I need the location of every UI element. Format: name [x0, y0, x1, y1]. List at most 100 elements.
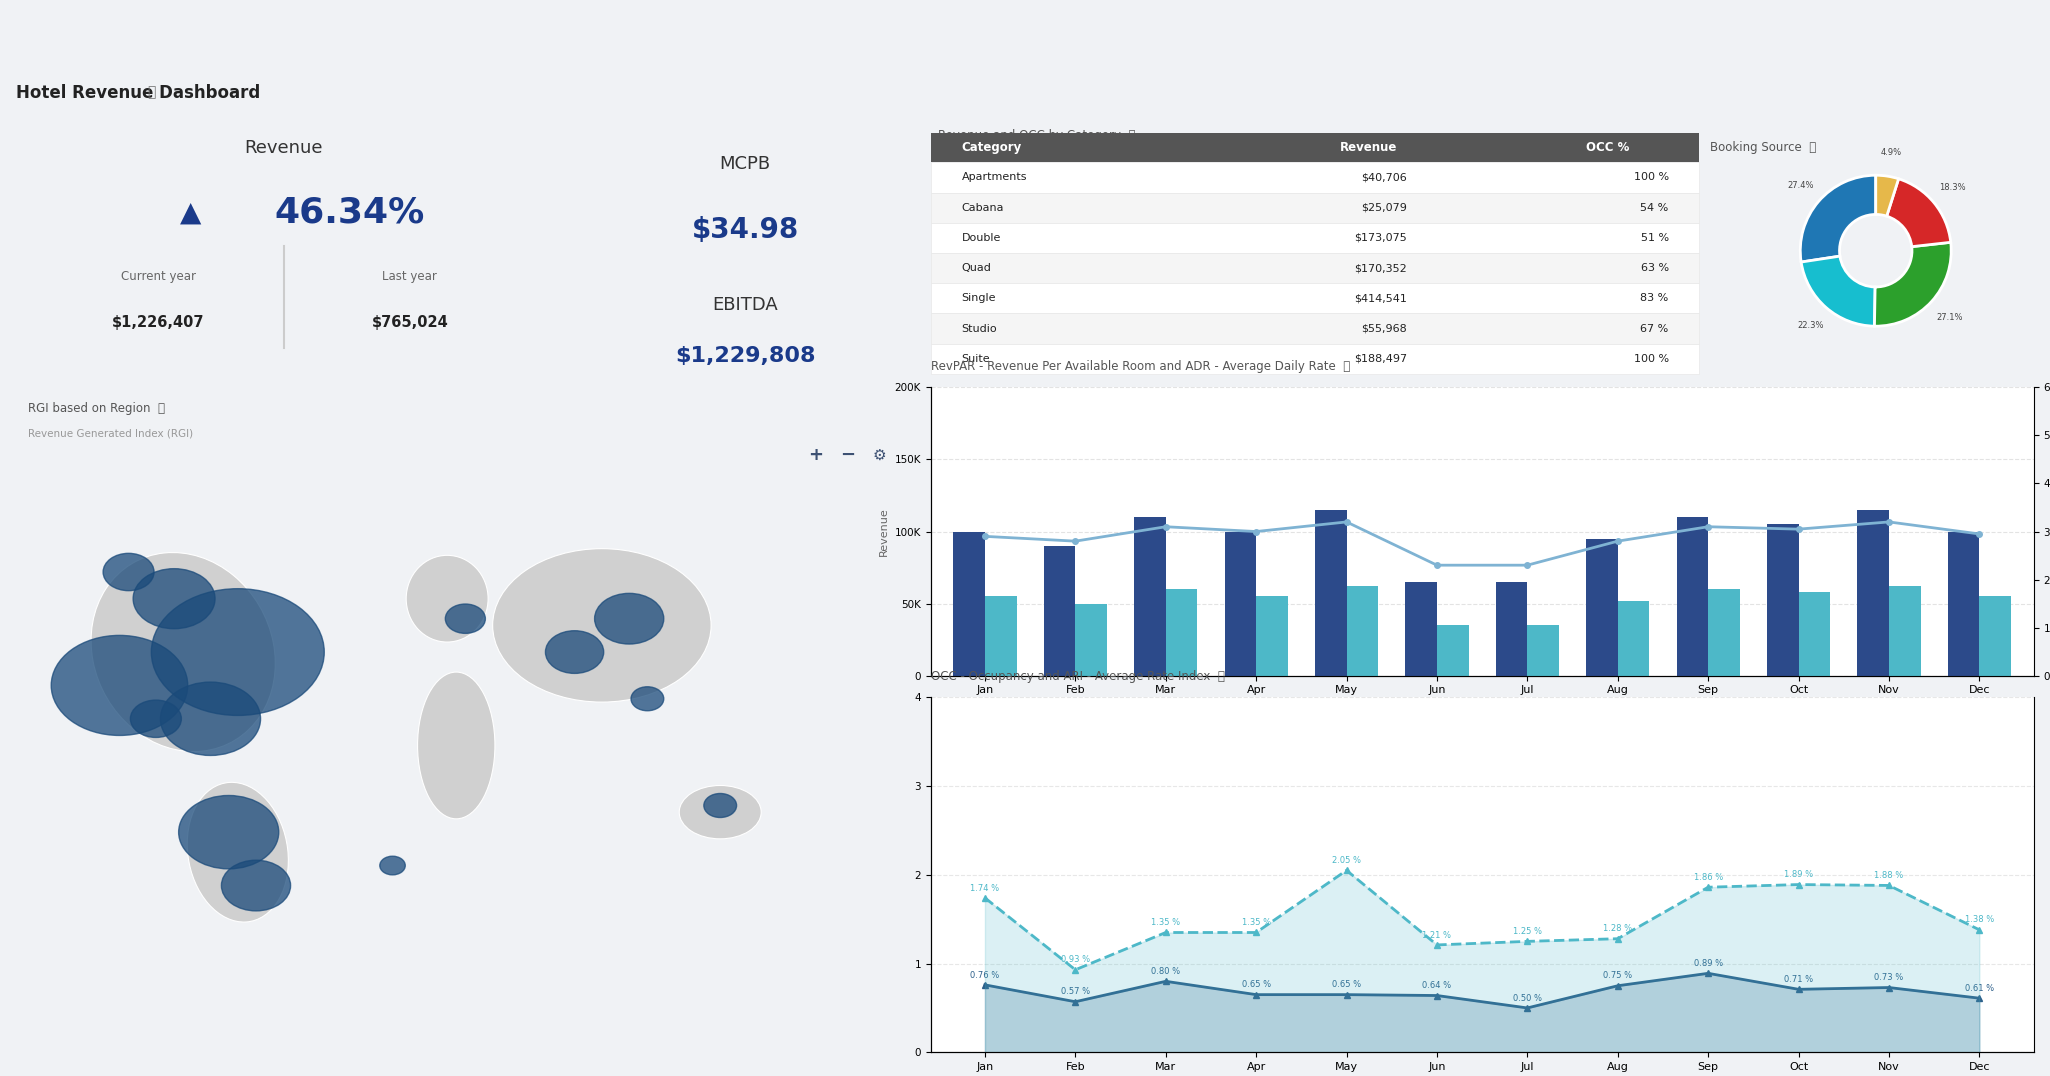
Circle shape — [631, 686, 664, 711]
FancyBboxPatch shape — [931, 253, 1699, 283]
Wedge shape — [1802, 256, 1876, 326]
Bar — [1406, 582, 1437, 676]
Circle shape — [102, 553, 154, 591]
Text: Suite: Suite — [961, 354, 990, 364]
Text: 0.50 %: 0.50 % — [1513, 993, 1542, 1003]
ADR — [1515, 558, 1540, 571]
Text: 27.1%: 27.1% — [1935, 313, 1962, 322]
Text: 0.61 %: 0.61 % — [1964, 983, 1995, 993]
ADR — [1244, 525, 1269, 538]
Text: $188,497: $188,497 — [1355, 354, 1406, 364]
ADR — [1154, 521, 1179, 534]
Text: 0.64 %: 0.64 % — [1423, 981, 1451, 990]
ADR — [1786, 523, 1810, 536]
Circle shape — [703, 793, 736, 818]
Text: Revenue and OCC by Category  ⓘ: Revenue and OCC by Category ⓘ — [939, 129, 1136, 142]
Circle shape — [152, 589, 324, 716]
Bar — [1166, 590, 1197, 676]
Text: $40,706: $40,706 — [1361, 172, 1406, 183]
Ellipse shape — [406, 555, 488, 642]
Bar — [1043, 546, 1076, 676]
Bar — [1767, 524, 1798, 676]
Text: Quad: Quad — [961, 264, 992, 273]
Circle shape — [178, 795, 279, 869]
Text: ▲: ▲ — [180, 198, 201, 226]
Text: 1.35 %: 1.35 % — [1242, 918, 1271, 928]
Text: $173,075: $173,075 — [1355, 232, 1406, 243]
Text: ⚙: ⚙ — [873, 448, 886, 463]
Bar — [1496, 582, 1527, 676]
Text: 1.21 %: 1.21 % — [1423, 931, 1451, 939]
Circle shape — [51, 635, 189, 736]
ADR — [1335, 515, 1359, 528]
Text: $414,541: $414,541 — [1355, 294, 1406, 303]
Text: $34.98: $34.98 — [691, 215, 800, 243]
Text: 1.89 %: 1.89 % — [1784, 870, 1812, 879]
ADR — [1876, 515, 1900, 528]
Circle shape — [445, 604, 486, 634]
Bar — [1134, 518, 1166, 676]
Text: Revenue Generated Index (RGI): Revenue Generated Index (RGI) — [29, 428, 193, 439]
Text: 0.73 %: 0.73 % — [1874, 973, 1904, 982]
Ellipse shape — [90, 553, 275, 751]
Text: Last year: Last year — [383, 270, 437, 283]
FancyBboxPatch shape — [931, 313, 1699, 343]
Ellipse shape — [418, 672, 494, 819]
Bar — [1888, 586, 1921, 676]
Ellipse shape — [187, 782, 289, 922]
Text: Category: Category — [961, 141, 1021, 154]
Text: 1.35 %: 1.35 % — [1152, 918, 1181, 928]
Text: 100 %: 100 % — [1634, 172, 1669, 183]
Text: $25,079: $25,079 — [1361, 202, 1406, 213]
Text: Studio: Studio — [961, 324, 996, 334]
Wedge shape — [1874, 242, 1952, 326]
Text: Double: Double — [961, 232, 1000, 243]
Text: +: + — [808, 447, 824, 464]
Text: Booking Source  ⓘ: Booking Source ⓘ — [1710, 141, 1816, 154]
Bar — [1857, 510, 1888, 676]
Text: 27.4%: 27.4% — [1788, 181, 1814, 190]
Circle shape — [545, 631, 603, 674]
Text: 0.57 %: 0.57 % — [1060, 988, 1091, 996]
Circle shape — [160, 682, 260, 755]
Text: 18.3%: 18.3% — [1939, 183, 1966, 192]
Text: 67 %: 67 % — [1640, 324, 1669, 334]
Ellipse shape — [679, 785, 761, 839]
Text: 0.93 %: 0.93 % — [1060, 955, 1091, 964]
Text: 54 %: 54 % — [1640, 202, 1669, 213]
Text: 0.65 %: 0.65 % — [1242, 980, 1271, 989]
Text: $55,968: $55,968 — [1361, 324, 1406, 334]
ADR — [1425, 558, 1449, 571]
FancyBboxPatch shape — [931, 162, 1699, 193]
ADR — [1064, 535, 1089, 548]
Bar — [1314, 510, 1347, 676]
Text: $765,024: $765,024 — [371, 315, 449, 330]
Bar — [1798, 592, 1831, 676]
Bar — [1617, 600, 1650, 676]
Bar — [1257, 596, 1287, 676]
FancyBboxPatch shape — [931, 193, 1699, 223]
Text: 2.05 %: 2.05 % — [1332, 856, 1361, 865]
Bar — [1980, 596, 2011, 676]
Wedge shape — [1800, 175, 1876, 263]
FancyBboxPatch shape — [931, 283, 1699, 313]
Text: 1.88 %: 1.88 % — [1874, 872, 1904, 880]
Text: $1,226,407: $1,226,407 — [113, 315, 205, 330]
Text: 4.9%: 4.9% — [1880, 147, 1902, 157]
Text: 22.3%: 22.3% — [1798, 322, 1822, 330]
Y-axis label: Revenue: Revenue — [879, 507, 890, 556]
Bar — [1437, 625, 1468, 676]
Text: $1,229,808: $1,229,808 — [674, 346, 816, 366]
Text: OCC - Occupancy and ARI - Average Rate Index  ⓘ: OCC - Occupancy and ARI - Average Rate I… — [931, 670, 1224, 683]
Text: $170,352: $170,352 — [1355, 264, 1406, 273]
Wedge shape — [1876, 175, 1898, 216]
Circle shape — [131, 700, 180, 737]
Circle shape — [221, 860, 291, 911]
ADR — [1605, 535, 1630, 548]
Circle shape — [379, 856, 406, 875]
Text: MCPB: MCPB — [720, 155, 771, 173]
FancyBboxPatch shape — [931, 343, 1699, 373]
Text: 0.89 %: 0.89 % — [1693, 959, 1722, 968]
Bar — [1224, 532, 1257, 676]
Text: RGI based on Region  ⓘ: RGI based on Region ⓘ — [29, 402, 166, 415]
